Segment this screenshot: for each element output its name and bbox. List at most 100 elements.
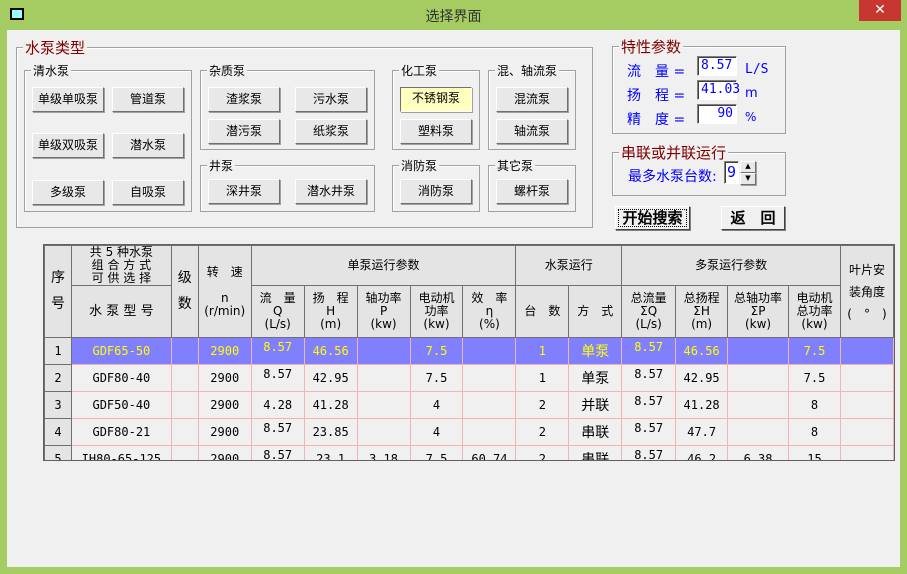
cell-speed[interactable]: 2900 <box>197 445 252 460</box>
cell-sum-motor[interactable]: 7.5 <box>788 337 841 365</box>
cell-motor[interactable]: 4 <box>409 391 464 419</box>
cell-no[interactable]: 2 <box>44 364 72 392</box>
cell-sum-p[interactable]: 6.38 <box>727 445 790 460</box>
cell-motor[interactable]: 4 <box>409 418 464 446</box>
cell-stages[interactable] <box>170 337 199 365</box>
spin-down-button[interactable]: ▼ <box>740 173 756 185</box>
cell-eff[interactable] <box>462 337 517 365</box>
pipeline-pump-button[interactable]: 管道泵 <box>112 87 184 112</box>
cell-sum-motor[interactable]: 15 <box>788 445 841 460</box>
table-row[interactable]: 3 GDF50-40 2900 4.28 41.28 4 2 并联 8.57 41.28 8 <box>44 391 894 419</box>
cell-mode[interactable]: 串联 <box>568 445 623 460</box>
cell-p[interactable] <box>356 364 411 392</box>
cell-blade-angle[interactable] <box>839 337 894 365</box>
cell-speed[interactable]: 2900 <box>197 364 252 392</box>
submersible-sewage-button[interactable]: 潜污泵 <box>208 119 280 144</box>
cell-p[interactable]: 3.18 <box>356 445 411 460</box>
cell-p[interactable] <box>356 418 411 446</box>
cell-sum-h[interactable]: 41.28 <box>675 391 729 419</box>
cell-h[interactable]: 41.28 <box>303 391 358 419</box>
cell-motor[interactable]: 7.5 <box>409 364 464 392</box>
precision-input[interactable]: 90 <box>697 104 737 124</box>
cell-p[interactable] <box>356 337 411 365</box>
cell-count[interactable]: 2 <box>515 391 570 419</box>
back-button[interactable]: 返 回 <box>721 206 785 230</box>
cell-sum-h[interactable]: 46.2 <box>675 445 729 460</box>
single-stage-double-suction-button[interactable]: 单级双吸泵 <box>32 133 104 158</box>
submersible-well-button[interactable]: 潜水井泵 <box>295 179 367 204</box>
flow-input[interactable]: 8.57 <box>697 56 737 76</box>
cell-sum-motor[interactable]: 7.5 <box>788 364 841 392</box>
single-stage-single-suction-button[interactable]: 单级单吸泵 <box>32 87 104 112</box>
cell-speed[interactable]: 2900 <box>197 337 252 365</box>
head-input[interactable]: 41.03 <box>697 80 740 100</box>
cell-sum-q[interactable]: 8.57 <box>621 364 677 392</box>
cell-speed[interactable]: 2900 <box>197 418 252 446</box>
cell-count[interactable]: 2 <box>515 418 570 446</box>
multistage-pump-button[interactable]: 多级泵 <box>32 180 104 205</box>
submersible-pump-button[interactable]: 潜水泵 <box>112 133 184 158</box>
cell-blade-angle[interactable] <box>839 445 894 460</box>
cell-motor[interactable]: 7.5 <box>409 337 464 365</box>
cell-eff[interactable]: 60.74 <box>462 445 517 460</box>
screw-pump-button[interactable]: 螺杆泵 <box>496 179 568 204</box>
cell-motor[interactable]: 7.5 <box>409 445 464 460</box>
cell-stages[interactable] <box>170 364 199 392</box>
cell-no[interactable]: 1 <box>44 337 72 365</box>
cell-sum-q[interactable]: 8.57 <box>621 418 677 446</box>
cell-sum-motor[interactable]: 8 <box>788 418 841 446</box>
cell-stages[interactable] <box>170 391 199 419</box>
cell-blade-angle[interactable] <box>839 364 894 392</box>
pulp-pump-button[interactable]: 纸浆泵 <box>295 119 367 144</box>
cell-h[interactable]: 42.95 <box>303 364 358 392</box>
cell-count[interactable]: 2 <box>515 445 570 460</box>
cell-no[interactable]: 3 <box>44 391 72 419</box>
cell-sum-p[interactable] <box>727 391 790 419</box>
table-row[interactable]: 4 GDF80-21 2900 8.57 23.85 4 2 串联 8.57 47.7 8 <box>44 418 894 446</box>
mixed-flow-button[interactable]: 混流泵 <box>496 87 568 112</box>
axial-flow-button[interactable]: 轴流泵 <box>496 119 568 144</box>
cell-sum-p[interactable] <box>727 364 790 392</box>
cell-sum-q[interactable]: 8.57 <box>621 337 677 365</box>
cell-eff[interactable] <box>462 418 517 446</box>
cell-q[interactable]: 8.57 <box>250 418 305 446</box>
cell-no[interactable]: 4 <box>44 418 72 446</box>
cell-stages[interactable] <box>170 445 199 460</box>
sewage-pump-button[interactable]: 污水泵 <box>295 87 367 112</box>
cell-speed[interactable]: 2900 <box>197 391 252 419</box>
results-grid[interactable]: 序 号 共 5 种水泵 组 合 方 式 可 供 选 择 级 数 转 速 n (r… <box>43 244 895 461</box>
cell-eff[interactable] <box>462 364 517 392</box>
cell-sum-h[interactable]: 42.95 <box>675 364 729 392</box>
table-row[interactable]: 2 GDF80-40 2900 8.57 42.95 7.5 1 单泵 8.57 42.95 7.5 <box>44 364 894 392</box>
max-pumps-input[interactable]: 9 <box>724 161 739 184</box>
fire-pump-button[interactable]: 消防泵 <box>400 179 472 204</box>
app-icon[interactable] <box>10 8 24 20</box>
cell-stages[interactable] <box>170 418 199 446</box>
spin-up-button[interactable]: ▲ <box>740 161 756 173</box>
cell-sum-q[interactable]: 8.57 <box>621 445 677 460</box>
cell-mode[interactable]: 串联 <box>568 418 623 446</box>
cell-count[interactable]: 1 <box>515 337 570 365</box>
cell-mode[interactable]: 单泵 <box>568 364 623 392</box>
cell-sum-h[interactable]: 47.7 <box>675 418 729 446</box>
cell-h[interactable]: 46.56 <box>303 337 358 365</box>
cell-h[interactable]: 23.1 <box>303 445 358 460</box>
self-priming-pump-button[interactable]: 自吸泵 <box>112 180 184 205</box>
cell-model[interactable]: IH80-65-125 <box>70 445 172 460</box>
cell-eff[interactable] <box>462 391 517 419</box>
cell-mode[interactable]: 并联 <box>568 391 623 419</box>
close-button[interactable]: ✕ <box>859 0 901 21</box>
cell-q[interactable]: 8.57 <box>250 445 305 460</box>
cell-sum-q[interactable]: 8.57 <box>621 391 677 419</box>
cell-blade-angle[interactable] <box>839 418 894 446</box>
table-row[interactable]: 1 GDF65-50 2900 8.57 46.56 7.5 1 单泵 8.57 46.56 7.5 <box>44 337 894 365</box>
table-row[interactable]: 5 IH80-65-125 2900 8.57 23.1 3.18 7.5 60.74 2 串联 8… <box>44 445 894 460</box>
stainless-pump-button[interactable]: 不锈钢泵 <box>400 87 472 112</box>
cell-sum-h[interactable]: 46.56 <box>675 337 729 365</box>
cell-sum-motor[interactable]: 8 <box>788 391 841 419</box>
cell-mode[interactable]: 单泵 <box>568 337 623 365</box>
start-search-button[interactable]: 开始搜索 <box>615 206 690 230</box>
cell-sum-p[interactable] <box>727 418 790 446</box>
cell-model[interactable]: GDF80-21 <box>70 418 172 446</box>
plastic-pump-button[interactable]: 塑料泵 <box>400 119 472 144</box>
